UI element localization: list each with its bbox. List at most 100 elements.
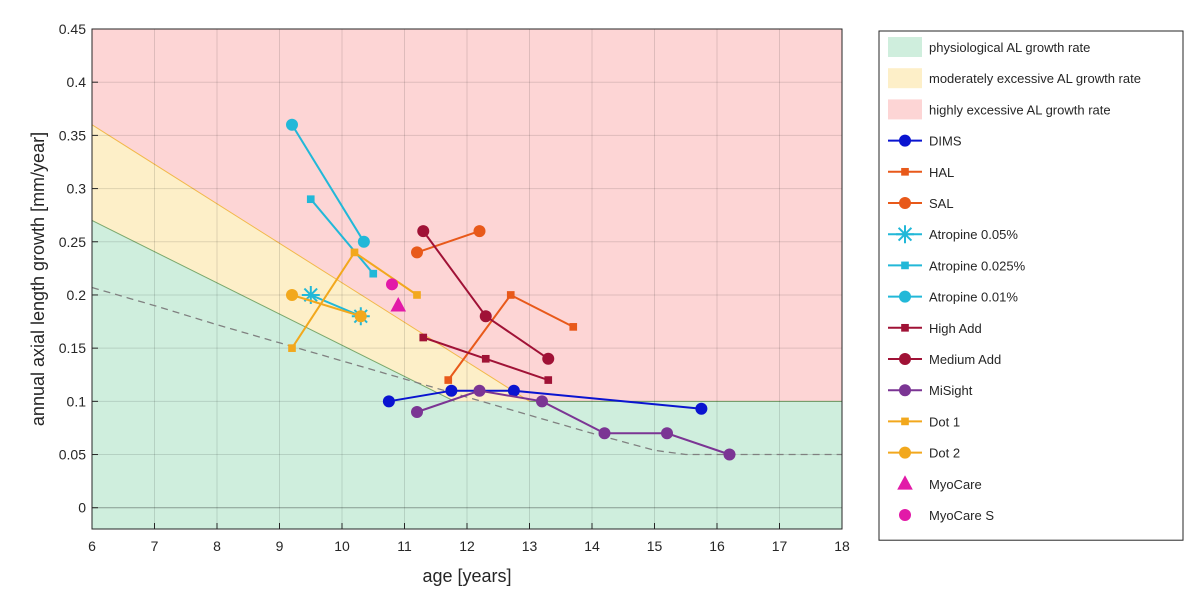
- data-point-sal: [473, 225, 486, 238]
- legend-marker: [899, 446, 911, 459]
- y-tick-label: 0.45: [59, 21, 86, 37]
- legend-label: MyoCare S: [929, 508, 994, 523]
- legend-label: SAL: [929, 196, 954, 211]
- data-point-high-add: [544, 376, 553, 384]
- series-line-misight: [416, 389, 730, 456]
- legend-item-high-add: High Add: [888, 321, 982, 336]
- reference-curve: [91, 286, 842, 456]
- legend-marker: [897, 475, 913, 490]
- x-tick-labels: 6 7 8 9 10 11 12 13 14 15 16 17 18: [88, 538, 850, 554]
- data-point-dot-1: [413, 291, 421, 299]
- y-tick-label: 0.35: [59, 127, 86, 143]
- data-point-hal: [444, 376, 453, 384]
- y-tick-labels: 0 0.05 0.1 0.15 0.2 0.25 0.3 0.35 0.4 0.45: [59, 21, 86, 516]
- data-point-dims: [695, 402, 708, 415]
- x-tick-label: 18: [834, 538, 850, 554]
- legend-item-physiological-al-growth-rate: physiological AL growth rate: [888, 37, 1090, 57]
- legend-item-sal: SAL: [888, 196, 954, 211]
- legend-item-atropine-0-01pct: Atropine 0.01%: [888, 290, 1018, 305]
- legend-frame: [878, 30, 1184, 541]
- legend: physiological AL growth rate moderately e…: [878, 30, 1184, 541]
- y-tick-label: 0.2: [67, 287, 87, 303]
- legend-item-hal: HAL: [888, 165, 954, 180]
- data-point-misight: [723, 448, 736, 461]
- x-tick-label: 15: [647, 538, 663, 554]
- series-dot-2: [286, 288, 367, 323]
- legend-label: Atropine 0.01%: [929, 290, 1018, 305]
- data-point-misight: [473, 384, 486, 397]
- data-point-misight: [661, 427, 673, 440]
- series-line-dot-2: [291, 294, 362, 318]
- legend-item-highly-excessive-al-growth-rate: highly excessive AL growth rate: [888, 99, 1111, 120]
- data-point-atropine-0-025pct: [369, 269, 378, 278]
- legend-marker: [899, 353, 911, 365]
- data-point-dot-1: [288, 344, 296, 352]
- legend-swatch: [888, 99, 922, 120]
- data-point-medium-add: [479, 310, 492, 323]
- y-tick-label: 0.15: [59, 340, 86, 356]
- data-point-atropine-0-01pct: [357, 235, 370, 248]
- region-physiological-al-growth-rate: [92, 220, 842, 529]
- legend-label: HAL: [929, 165, 954, 180]
- legend-item-myocare: MyoCare: [897, 475, 982, 492]
- x-tick-label: 8: [213, 538, 221, 554]
- y-axis-label: annual axial length growth [mm/year]: [28, 132, 48, 426]
- series-line-atropine-0-01pct: [291, 124, 365, 243]
- data-point-sal: [411, 246, 423, 259]
- data-point-medium-add: [417, 225, 430, 238]
- background-regions: [91, 29, 842, 529]
- legend-item-dot-1: Dot 1: [888, 414, 960, 429]
- data-point-myocare-s: [386, 278, 398, 291]
- legend-item-misight: MiSight: [888, 383, 973, 398]
- x-tick-label: 12: [459, 538, 475, 554]
- data-point-dims: [382, 395, 395, 408]
- reference-curve-layer: [91, 286, 842, 456]
- x-tick-label: 14: [584, 538, 600, 554]
- legend-item-moderately-excessive-al-growth-rate: moderately excessive AL growth rate: [888, 68, 1141, 89]
- series-atropine-0-01pct: [286, 118, 370, 248]
- legend-swatch: [888, 68, 922, 89]
- data-point-high-add: [419, 333, 428, 342]
- series-atropine-0-025pct: [306, 195, 378, 278]
- legend-item-myocare-s: MyoCare S: [899, 508, 994, 523]
- y-tick-label: 0.1: [67, 393, 87, 409]
- legend-label: Atropine 0.025%: [929, 258, 1026, 273]
- legend-label: Medium Add: [929, 352, 1001, 367]
- data-point-hal: [569, 323, 578, 331]
- legend-marker: [901, 261, 909, 270]
- data-point-myocare: [390, 297, 407, 312]
- series-myocare-s: [386, 278, 398, 291]
- y-tick-label: 0.25: [59, 234, 86, 250]
- plot-frame: [91, 28, 843, 530]
- data-point-atropine-0-01pct: [286, 118, 298, 131]
- legend-swatch: [888, 37, 922, 57]
- x-tick-label: 10: [334, 538, 350, 554]
- series-layer: [286, 118, 736, 461]
- data-point-dims: [445, 384, 458, 397]
- data-point-misight: [536, 395, 548, 408]
- legend-label: Atropine 0.05%: [929, 227, 1018, 242]
- y-tick-label: 0.05: [59, 447, 86, 463]
- legend-label: High Add: [929, 321, 982, 336]
- y-tick-label: 0.3: [67, 181, 87, 197]
- legend-marker: [896, 225, 914, 244]
- legend-marker: [899, 197, 911, 209]
- region-boundary-upper: [91, 124, 530, 402]
- series-high-add: [419, 333, 553, 384]
- legend-item-medium-add: Medium Add: [888, 352, 1001, 367]
- legend-marker: [899, 134, 911, 147]
- series-misight: [411, 384, 736, 461]
- legend-marker: [901, 167, 909, 176]
- data-point-dot-2: [354, 310, 367, 323]
- legend-marker: [899, 384, 911, 397]
- x-tick-label: 6: [88, 538, 96, 554]
- legend-label: DIMS: [929, 134, 962, 149]
- legend-label: highly excessive AL growth rate: [929, 102, 1111, 117]
- x-tick-label: 17: [772, 538, 788, 554]
- legend-label: Dot 2: [929, 446, 960, 461]
- data-point-misight: [598, 427, 611, 440]
- legend-label: MyoCare: [929, 477, 982, 492]
- legend-label: moderately excessive AL growth rate: [929, 71, 1141, 86]
- x-tick-label: 7: [151, 538, 159, 554]
